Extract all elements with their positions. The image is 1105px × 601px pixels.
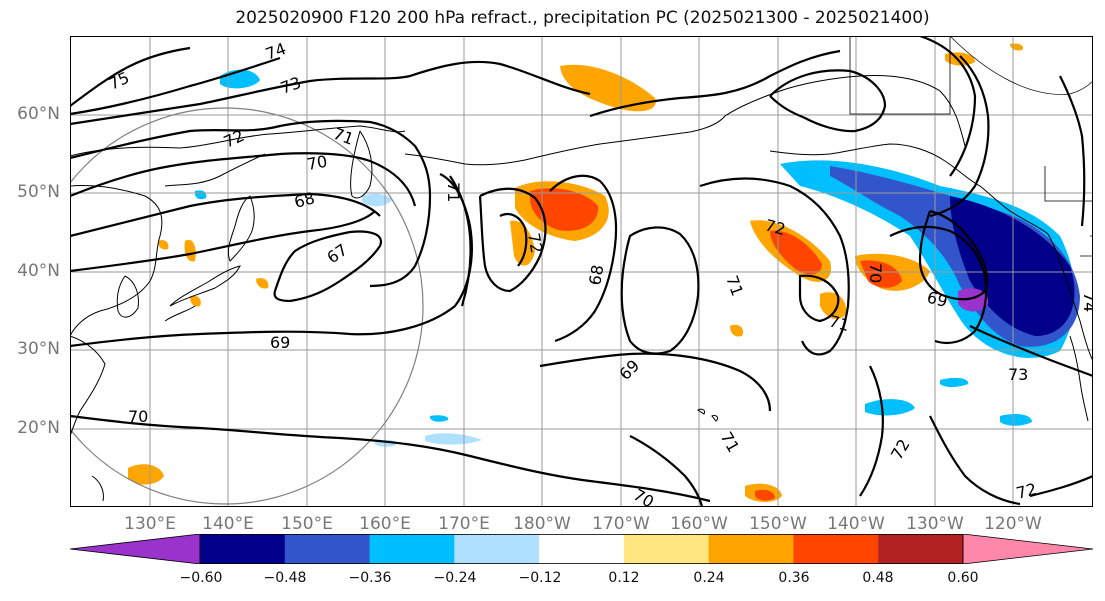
colorbar-swatch xyxy=(284,534,371,564)
precip-negative-dark xyxy=(950,196,1075,336)
map-title: 2025020900 F120 200 hPa refract., precip… xyxy=(235,8,930,28)
colorbar-outline xyxy=(199,534,964,564)
colorbar-swatch xyxy=(454,534,540,564)
colorbar xyxy=(70,534,1093,564)
lon-label: 160°E xyxy=(359,514,411,534)
precip-negative-patch xyxy=(430,415,449,422)
colorbar-tick: −0.60 xyxy=(179,570,223,586)
colorbar-tick: 0.60 xyxy=(947,570,979,586)
precip-positive-patch xyxy=(510,220,535,266)
lat-label-50n: 50°N xyxy=(17,182,60,202)
contour-label: 72 xyxy=(524,231,546,254)
map-svg: 75 74 73 72 71 70 68 67 71 72 68 69 72 7… xyxy=(70,36,1093,507)
graticule xyxy=(70,36,1093,507)
lon-label: 130°W xyxy=(906,514,964,534)
precip-positive-patch xyxy=(730,324,744,337)
colorbar-swatch xyxy=(878,534,964,564)
contour-label: 70 xyxy=(128,407,148,426)
contour-label: 71 xyxy=(827,312,852,336)
contour-label: 68 xyxy=(585,263,607,286)
lon-label: 170°E xyxy=(438,514,490,534)
colorbar-swatch xyxy=(539,534,625,564)
colorbar-tick: 0.24 xyxy=(693,570,725,586)
lon-label: 130°E xyxy=(124,514,176,534)
contour-label: 70 xyxy=(866,263,885,283)
contour-label: 74 xyxy=(1080,292,1093,312)
precip-positive-patch xyxy=(770,230,822,275)
precip-positive-patch xyxy=(755,489,775,501)
precip-positive-patch xyxy=(158,240,169,250)
lon-label: 180°W xyxy=(513,514,571,534)
precip-negative-patch xyxy=(1000,414,1032,426)
lon-label: 160°W xyxy=(670,514,728,534)
precip-positive-patch xyxy=(860,260,902,288)
precip-positive-patch xyxy=(184,239,196,262)
precip-positive-patch xyxy=(560,64,656,112)
colorbar-tick: −0.12 xyxy=(518,570,562,586)
map-panel: 75 74 73 72 71 70 68 67 71 72 68 69 72 7… xyxy=(70,36,1093,507)
lon-label: 140°E xyxy=(202,514,254,534)
contour-label: 71 xyxy=(444,182,463,202)
lon-label: 150°E xyxy=(281,514,333,534)
colorbar-tick: −0.48 xyxy=(263,570,307,586)
precip-positive-patch xyxy=(128,464,164,485)
contour-label: 68 xyxy=(292,188,317,212)
lat-label-60n: 60°N xyxy=(17,104,60,124)
precip-positive-patch xyxy=(256,278,269,289)
lat-label-20n: 20°N xyxy=(17,418,60,438)
colorbar-svg xyxy=(70,534,1093,564)
precip-patches xyxy=(128,43,1080,502)
lat-label-30n: 30°N xyxy=(17,339,60,359)
lat-label-40n: 40°N xyxy=(17,261,60,281)
lon-label: 170°W xyxy=(592,514,650,534)
coastlines xyxy=(70,36,1093,502)
lon-label: 150°W xyxy=(749,514,807,534)
colorbar-extend-low xyxy=(70,534,201,564)
colorbar-tick: 0.36 xyxy=(778,570,810,586)
contour-label: 72 xyxy=(1014,479,1039,503)
precip-positive-patch xyxy=(945,52,975,66)
colorbar-swatch xyxy=(200,534,286,564)
precip-negative-patch xyxy=(940,377,969,387)
colorbar-tick: 0.48 xyxy=(862,570,894,586)
precip-negative-patch xyxy=(865,399,915,416)
contour-label: 69 xyxy=(270,333,290,352)
contour-label: 70 xyxy=(630,485,657,507)
precip-negative-patch xyxy=(425,433,482,445)
precip-positive-patch xyxy=(820,292,847,320)
contour-label: 69 xyxy=(925,288,950,312)
lon-label: 120°W xyxy=(984,514,1042,534)
refract-contours xyxy=(70,36,1093,507)
colorbar-swatch xyxy=(623,534,710,564)
precip-positive-patch xyxy=(190,295,201,307)
colorbar-extend-high xyxy=(962,534,1093,564)
colorbar-tick: −0.24 xyxy=(433,570,477,586)
range-circle xyxy=(70,107,424,505)
lon-label: 140°W xyxy=(827,514,885,534)
colorbar-swatch xyxy=(708,534,794,564)
colorbar-tick: −0.36 xyxy=(348,570,392,586)
contour-label: 70 xyxy=(305,152,328,174)
colorbar-swatch xyxy=(793,534,879,564)
precip-positive-patch xyxy=(530,188,599,231)
contour-label: 72 xyxy=(763,216,788,240)
contour-label: 73 xyxy=(1008,365,1028,384)
colorbar-swatch xyxy=(369,534,455,564)
colorbar-tick: 0.12 xyxy=(608,570,640,586)
colorbar-swatches xyxy=(70,534,1093,564)
